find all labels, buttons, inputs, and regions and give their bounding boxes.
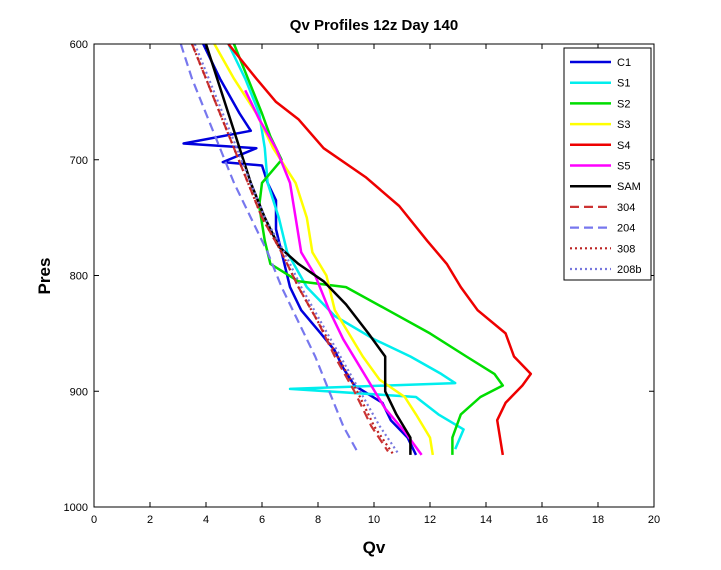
series-lines xyxy=(179,43,533,456)
series-line-sam xyxy=(204,43,412,455)
series-line-308 xyxy=(190,43,395,456)
legend-box xyxy=(563,47,652,281)
x-tick-label: 14 xyxy=(480,514,492,526)
legend-label-s2: S2 xyxy=(617,98,630,110)
x-tick-label: 8 xyxy=(315,514,321,526)
series-line-208b xyxy=(193,43,401,456)
series-line-s1 xyxy=(227,43,465,450)
y-tick-label: 600 xyxy=(70,39,88,51)
series-line-s5 xyxy=(244,89,423,456)
x-tick-label: 12 xyxy=(424,514,436,526)
legend-label-s5: S5 xyxy=(617,161,630,173)
y-tick-label: 800 xyxy=(70,271,88,283)
y-tick-label: 900 xyxy=(70,386,88,398)
series-line-304 xyxy=(190,43,389,453)
y-tick-label: 1000 xyxy=(64,502,88,514)
legend-label-c1: C1 xyxy=(617,57,631,69)
legend-label-s1: S1 xyxy=(617,78,630,90)
series-line-204 xyxy=(179,43,359,452)
axis-ticks: 0 2 4 6 8 10 12 14 16 18 20 600 700 800 900 1000 xyxy=(64,39,661,526)
x-axis-label: Qv xyxy=(363,538,386,557)
legend-label-s3: S3 xyxy=(617,119,630,131)
series-line-s4 xyxy=(227,43,533,456)
legend: C1 S1 S2 S3 S4 S5 SAM 304 204 308 208b xyxy=(563,47,652,281)
x-tick-label: 10 xyxy=(368,514,380,526)
x-tick-label: 20 xyxy=(648,514,660,526)
legend-label-sam: SAM xyxy=(617,181,641,193)
x-tick-label: 2 xyxy=(147,514,153,526)
legend-label-s4: S4 xyxy=(617,140,630,152)
x-tick-label: 18 xyxy=(592,514,604,526)
legend-label-304: 304 xyxy=(617,202,635,214)
y-tick-label: 700 xyxy=(70,155,88,167)
y-axis-label: Pres xyxy=(35,258,54,295)
legend-label-308: 308 xyxy=(617,243,635,255)
x-tick-label: 0 xyxy=(91,514,97,526)
x-tick-label: 4 xyxy=(203,514,209,526)
x-tick-label: 6 xyxy=(259,514,265,526)
x-tick-label: 16 xyxy=(536,514,548,526)
chart-title: Qv Profiles 12z Day 140 xyxy=(290,17,458,34)
legend-label-204: 204 xyxy=(617,223,635,235)
legend-label-208b: 208b xyxy=(617,264,641,276)
